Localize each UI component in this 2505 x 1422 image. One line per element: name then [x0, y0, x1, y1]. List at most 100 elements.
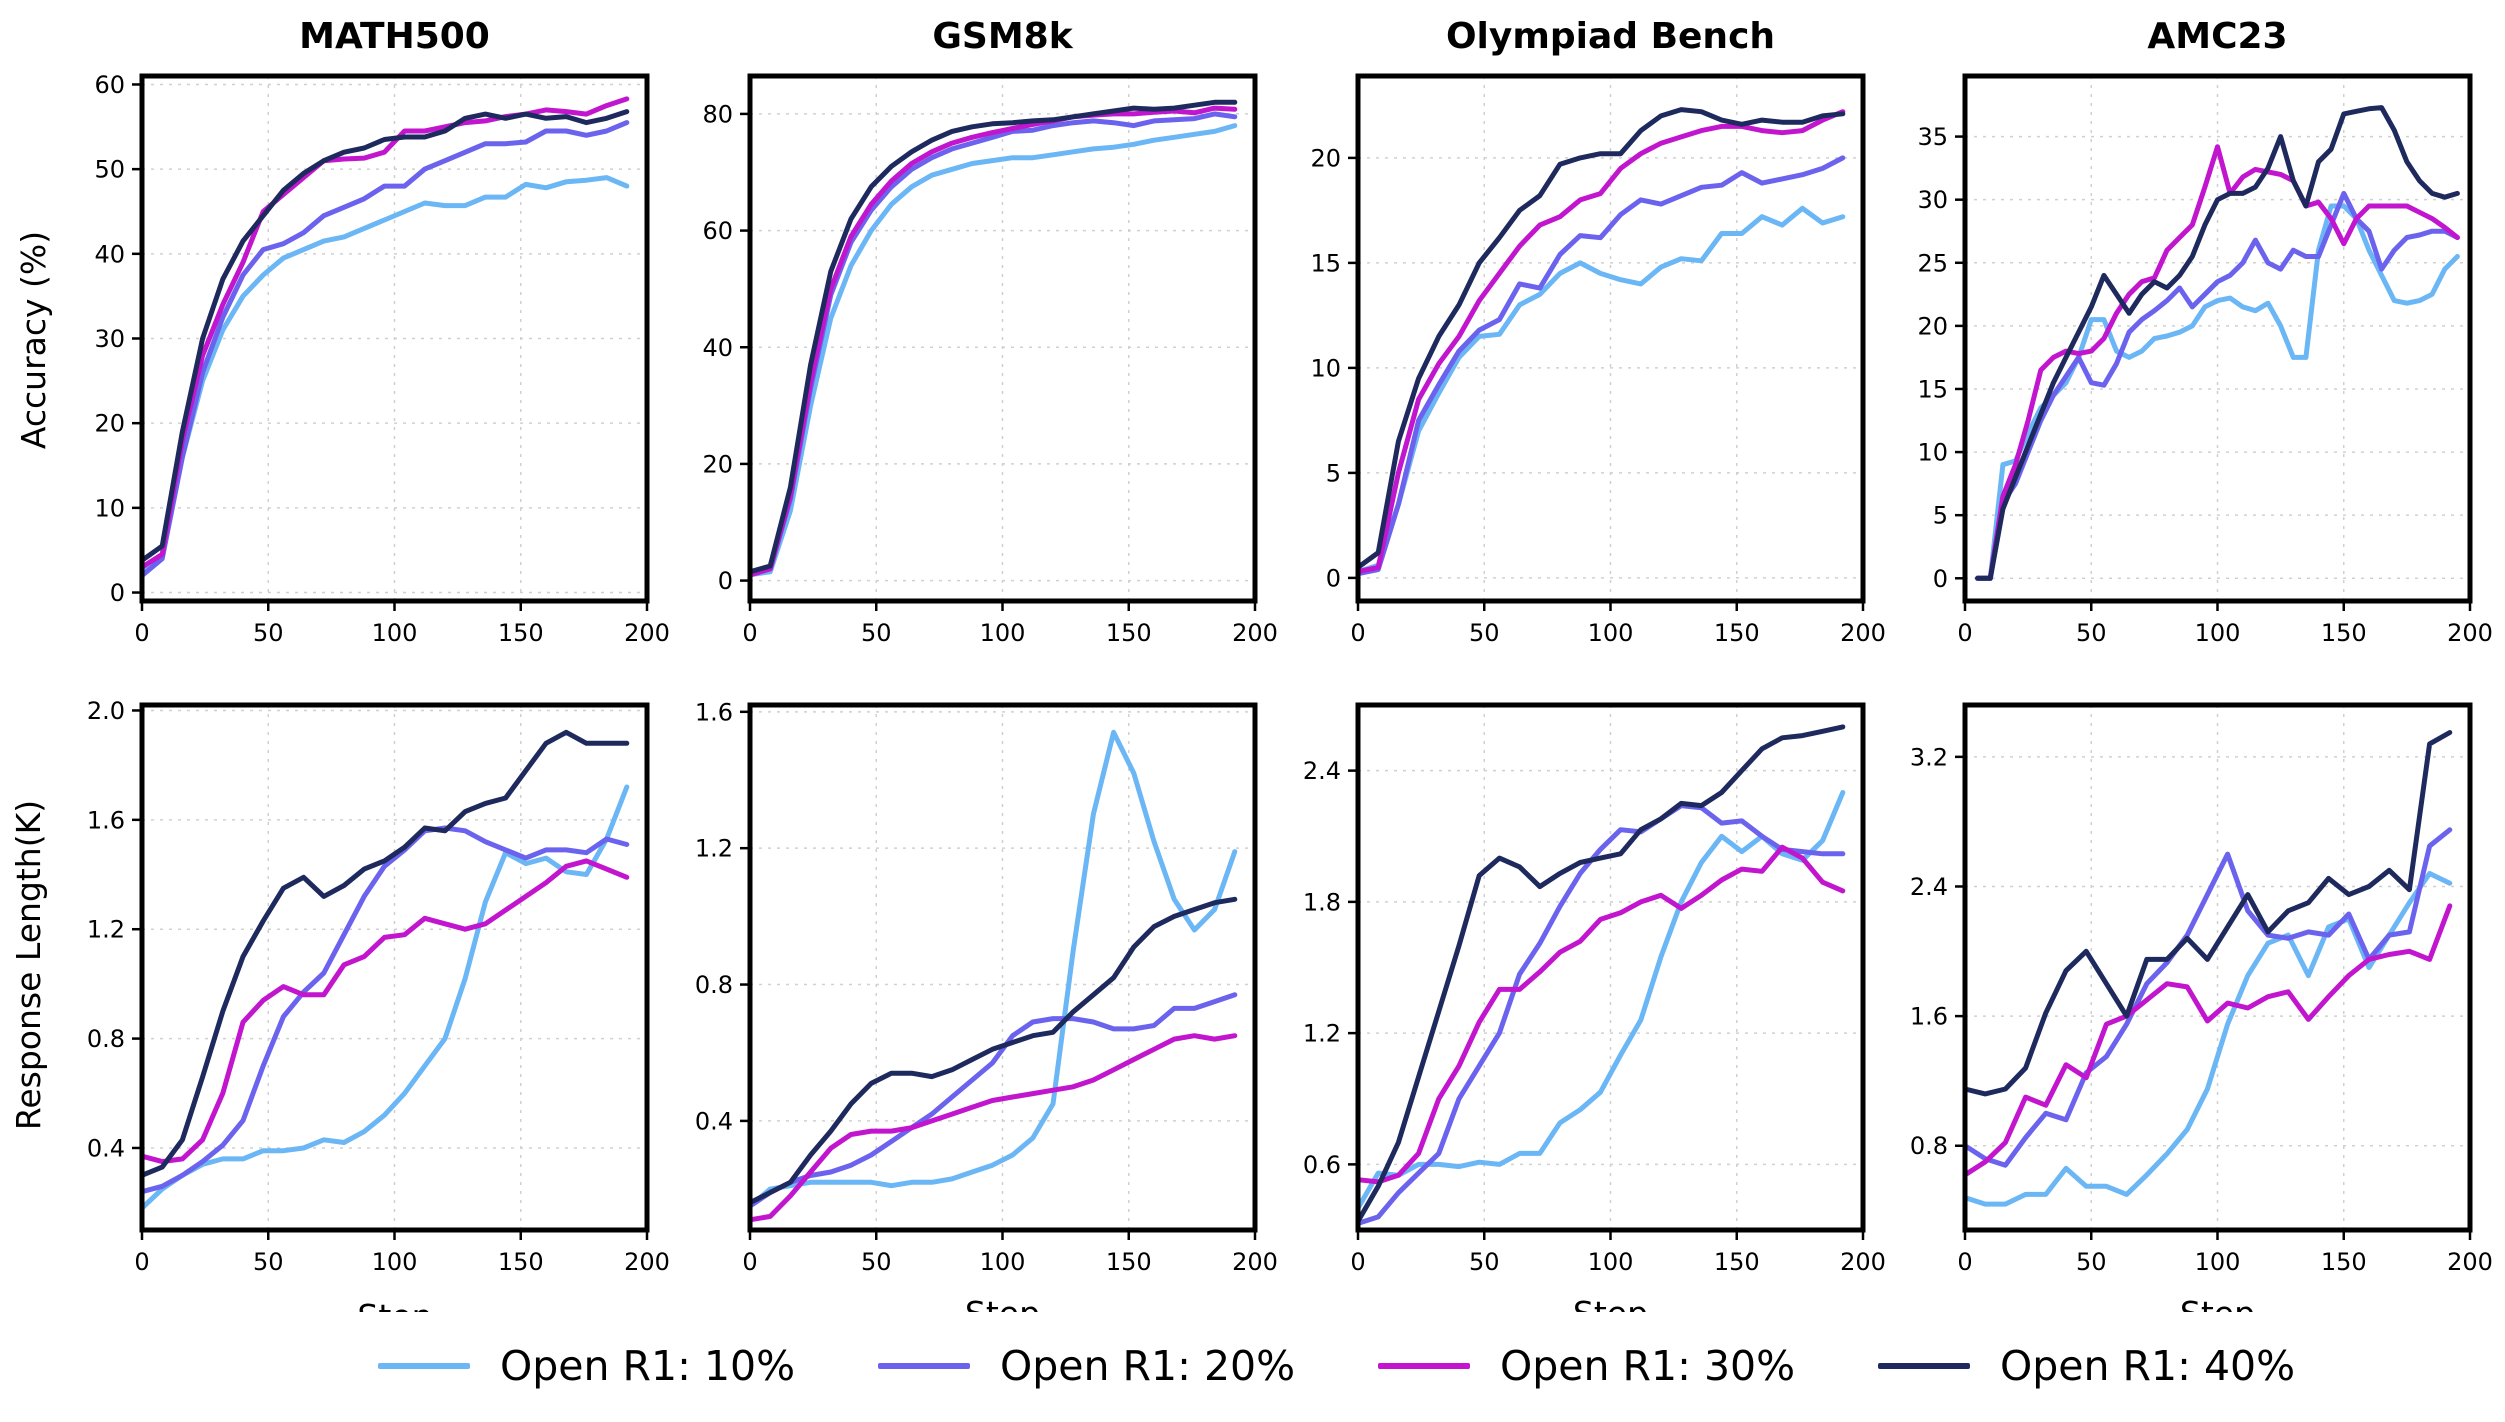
- y-tick-label: 15: [1310, 249, 1341, 277]
- series-line-10pct: Open R1: 10%: [139, 175, 630, 574]
- series-line-20pct: Open R1: 20%: [1355, 803, 1846, 1226]
- y-axis-label-bottom: Response Length(K): [9, 800, 48, 1130]
- y-tick-label: 10: [1917, 439, 1948, 467]
- x-axis-label-1: Step: [357, 1297, 432, 1312]
- x-tick-label: 200: [2447, 1248, 2493, 1276]
- x-tick-label: 150: [2321, 1248, 2367, 1276]
- series-line-10pct: Open R1: 10%: [747, 729, 1238, 1209]
- series-line-30pct: Open R1: 30%: [747, 1033, 1238, 1223]
- chart-panel-3: Open R1: 10%Open R1: 20%Open R1: 30%Open…: [1310, 16, 1885, 647]
- x-tick-label: 0: [1350, 619, 1365, 647]
- y-tick-label: 1.8: [1303, 888, 1341, 916]
- x-tick-label: 100: [1588, 1248, 1634, 1276]
- legend-item-40: Open R1: 40%: [1878, 1342, 2295, 1390]
- chart-title: MATH500: [299, 16, 490, 57]
- y-tick-label: 0.8: [87, 1025, 125, 1053]
- series-line-10pct: Open R1: 10%: [747, 123, 1238, 578]
- y-tick-label: 1.2: [87, 916, 125, 944]
- x-tick-label: 100: [2195, 1248, 2241, 1276]
- y-tick-label: 5: [1326, 459, 1341, 487]
- x-tick-label: 100: [372, 1248, 418, 1276]
- series-line-40pct: Open R1: 40%: [139, 109, 630, 563]
- y-tick-label: 1.2: [1303, 1020, 1341, 1048]
- chart-panel-4: Open R1: 10%Open R1: 20%Open R1: 30%Open…: [1917, 16, 2492, 647]
- series-line-20pct: Open R1: 20%: [1355, 155, 1846, 577]
- y-tick-label: 1.6: [1910, 1003, 1948, 1031]
- x-axis-label-4: Step: [2180, 1294, 2255, 1312]
- y-tick-label: 60: [94, 71, 125, 99]
- x-tick-label: 100: [980, 1248, 1026, 1276]
- legend-swatch-40: [1878, 1363, 1970, 1369]
- series-line-40pct: Open R1: 40%: [1355, 107, 1846, 570]
- y-tick-label: 3.2: [1910, 743, 1948, 771]
- x-tick-label: 200: [2447, 619, 2493, 647]
- x-tick-label: 0: [134, 619, 149, 647]
- y-tick-label: 20: [702, 450, 733, 478]
- x-tick-label: 50: [253, 619, 284, 647]
- y-tick-label: 0.4: [695, 1107, 733, 1135]
- y-tick-label: 0: [1326, 564, 1341, 592]
- x-tick-label: 200: [624, 619, 670, 647]
- series-line-40pct: Open R1: 40%: [747, 99, 1238, 575]
- x-tick-label: 200: [624, 1248, 670, 1276]
- chart-title: GSM8k: [932, 16, 1073, 57]
- legend: Open R1: 10% Open R1: 20% Open R1: 30% O…: [0, 1312, 2505, 1422]
- x-tick-label: 150: [1714, 1248, 1760, 1276]
- x-tick-label: 50: [2076, 1248, 2107, 1276]
- series-line-30pct: Open R1: 30%: [1355, 109, 1846, 575]
- y-tick-label: 20: [94, 410, 125, 438]
- series-line-30pct: Open R1: 30%: [139, 96, 630, 570]
- series-line-20pct: Open R1: 20%: [1975, 190, 2460, 581]
- y-tick-label: 0: [718, 567, 733, 595]
- y-tick-label: 2.0: [87, 697, 125, 725]
- series-line-40pct: Open R1: 40%: [139, 729, 630, 1178]
- y-tick-label: 50: [94, 156, 125, 184]
- chart-title: Olympiad Bench: [1446, 16, 1775, 57]
- chart-title: AMC23: [2147, 16, 2287, 57]
- y-tick-label: 10: [1310, 354, 1341, 382]
- x-axis-label-2: Step: [965, 1294, 1040, 1312]
- series-line-30pct: Open R1: 30%: [139, 858, 630, 1165]
- y-tick-label: 20: [1310, 144, 1341, 172]
- chart-panel-8: Open R1: 10%Open R1: 20%Open R1: 30%Open…: [1910, 702, 2493, 1312]
- y-tick-label: 2.4: [1910, 873, 1948, 901]
- x-tick-label: 0: [742, 619, 757, 647]
- series-line-10pct: Open R1: 10%: [1355, 205, 1846, 575]
- series-line-30pct: Open R1: 30%: [1962, 903, 2453, 1178]
- y-tick-label: 25: [1917, 249, 1948, 277]
- x-tick-label: 200: [1232, 1248, 1278, 1276]
- x-tick-label: 50: [2076, 619, 2107, 647]
- x-tick-label: 150: [498, 1248, 544, 1276]
- y-tick-label: 0.4: [87, 1134, 125, 1162]
- legend-label-10: Open R1: 10%: [500, 1342, 796, 1390]
- series-line-20pct: Open R1: 20%: [747, 992, 1238, 1209]
- chart-panel-7: Open R1: 10%Open R1: 20%Open R1: 30%Open…: [1303, 702, 1886, 1312]
- series-line-30pct: Open R1: 30%: [1975, 144, 2460, 581]
- y-tick-label: 40: [94, 240, 125, 268]
- y-tick-label: 30: [1917, 186, 1948, 214]
- series-line-20pct: Open R1: 20%: [139, 825, 630, 1195]
- x-tick-label: 150: [1714, 619, 1760, 647]
- y-tick-label: 0: [1933, 565, 1948, 593]
- y-tick-label: 30: [94, 325, 125, 353]
- chart-panel-6: Open R1: 10%Open R1: 20%Open R1: 30%Open…: [695, 698, 1278, 1312]
- y-tick-label: 35: [1917, 123, 1948, 151]
- legend-label-40: Open R1: 40%: [2000, 1342, 2296, 1390]
- x-tick-label: 200: [1840, 1248, 1886, 1276]
- x-tick-label: 0: [1350, 1248, 1365, 1276]
- x-tick-label: 0: [1957, 619, 1972, 647]
- x-tick-label: 0: [742, 1248, 757, 1276]
- y-tick-label: 0.8: [695, 971, 733, 999]
- y-tick-label: 15: [1917, 375, 1948, 403]
- y-axis-label-top: Accuracy (%): [14, 231, 53, 449]
- x-tick-label: 100: [980, 619, 1026, 647]
- x-tick-label: 200: [1232, 619, 1278, 647]
- x-tick-label: 50: [1469, 619, 1500, 647]
- x-tick-label: 50: [1469, 1248, 1500, 1276]
- y-tick-label: 80: [702, 100, 733, 128]
- y-tick-label: 0.8: [1910, 1132, 1948, 1160]
- chart-panel-2: Open R1: 10%Open R1: 20%Open R1: 30%Open…: [702, 16, 1277, 647]
- x-tick-label: 150: [1106, 1248, 1152, 1276]
- x-tick-label: 50: [861, 619, 892, 647]
- series-line-40pct: Open R1: 40%: [1975, 105, 2460, 581]
